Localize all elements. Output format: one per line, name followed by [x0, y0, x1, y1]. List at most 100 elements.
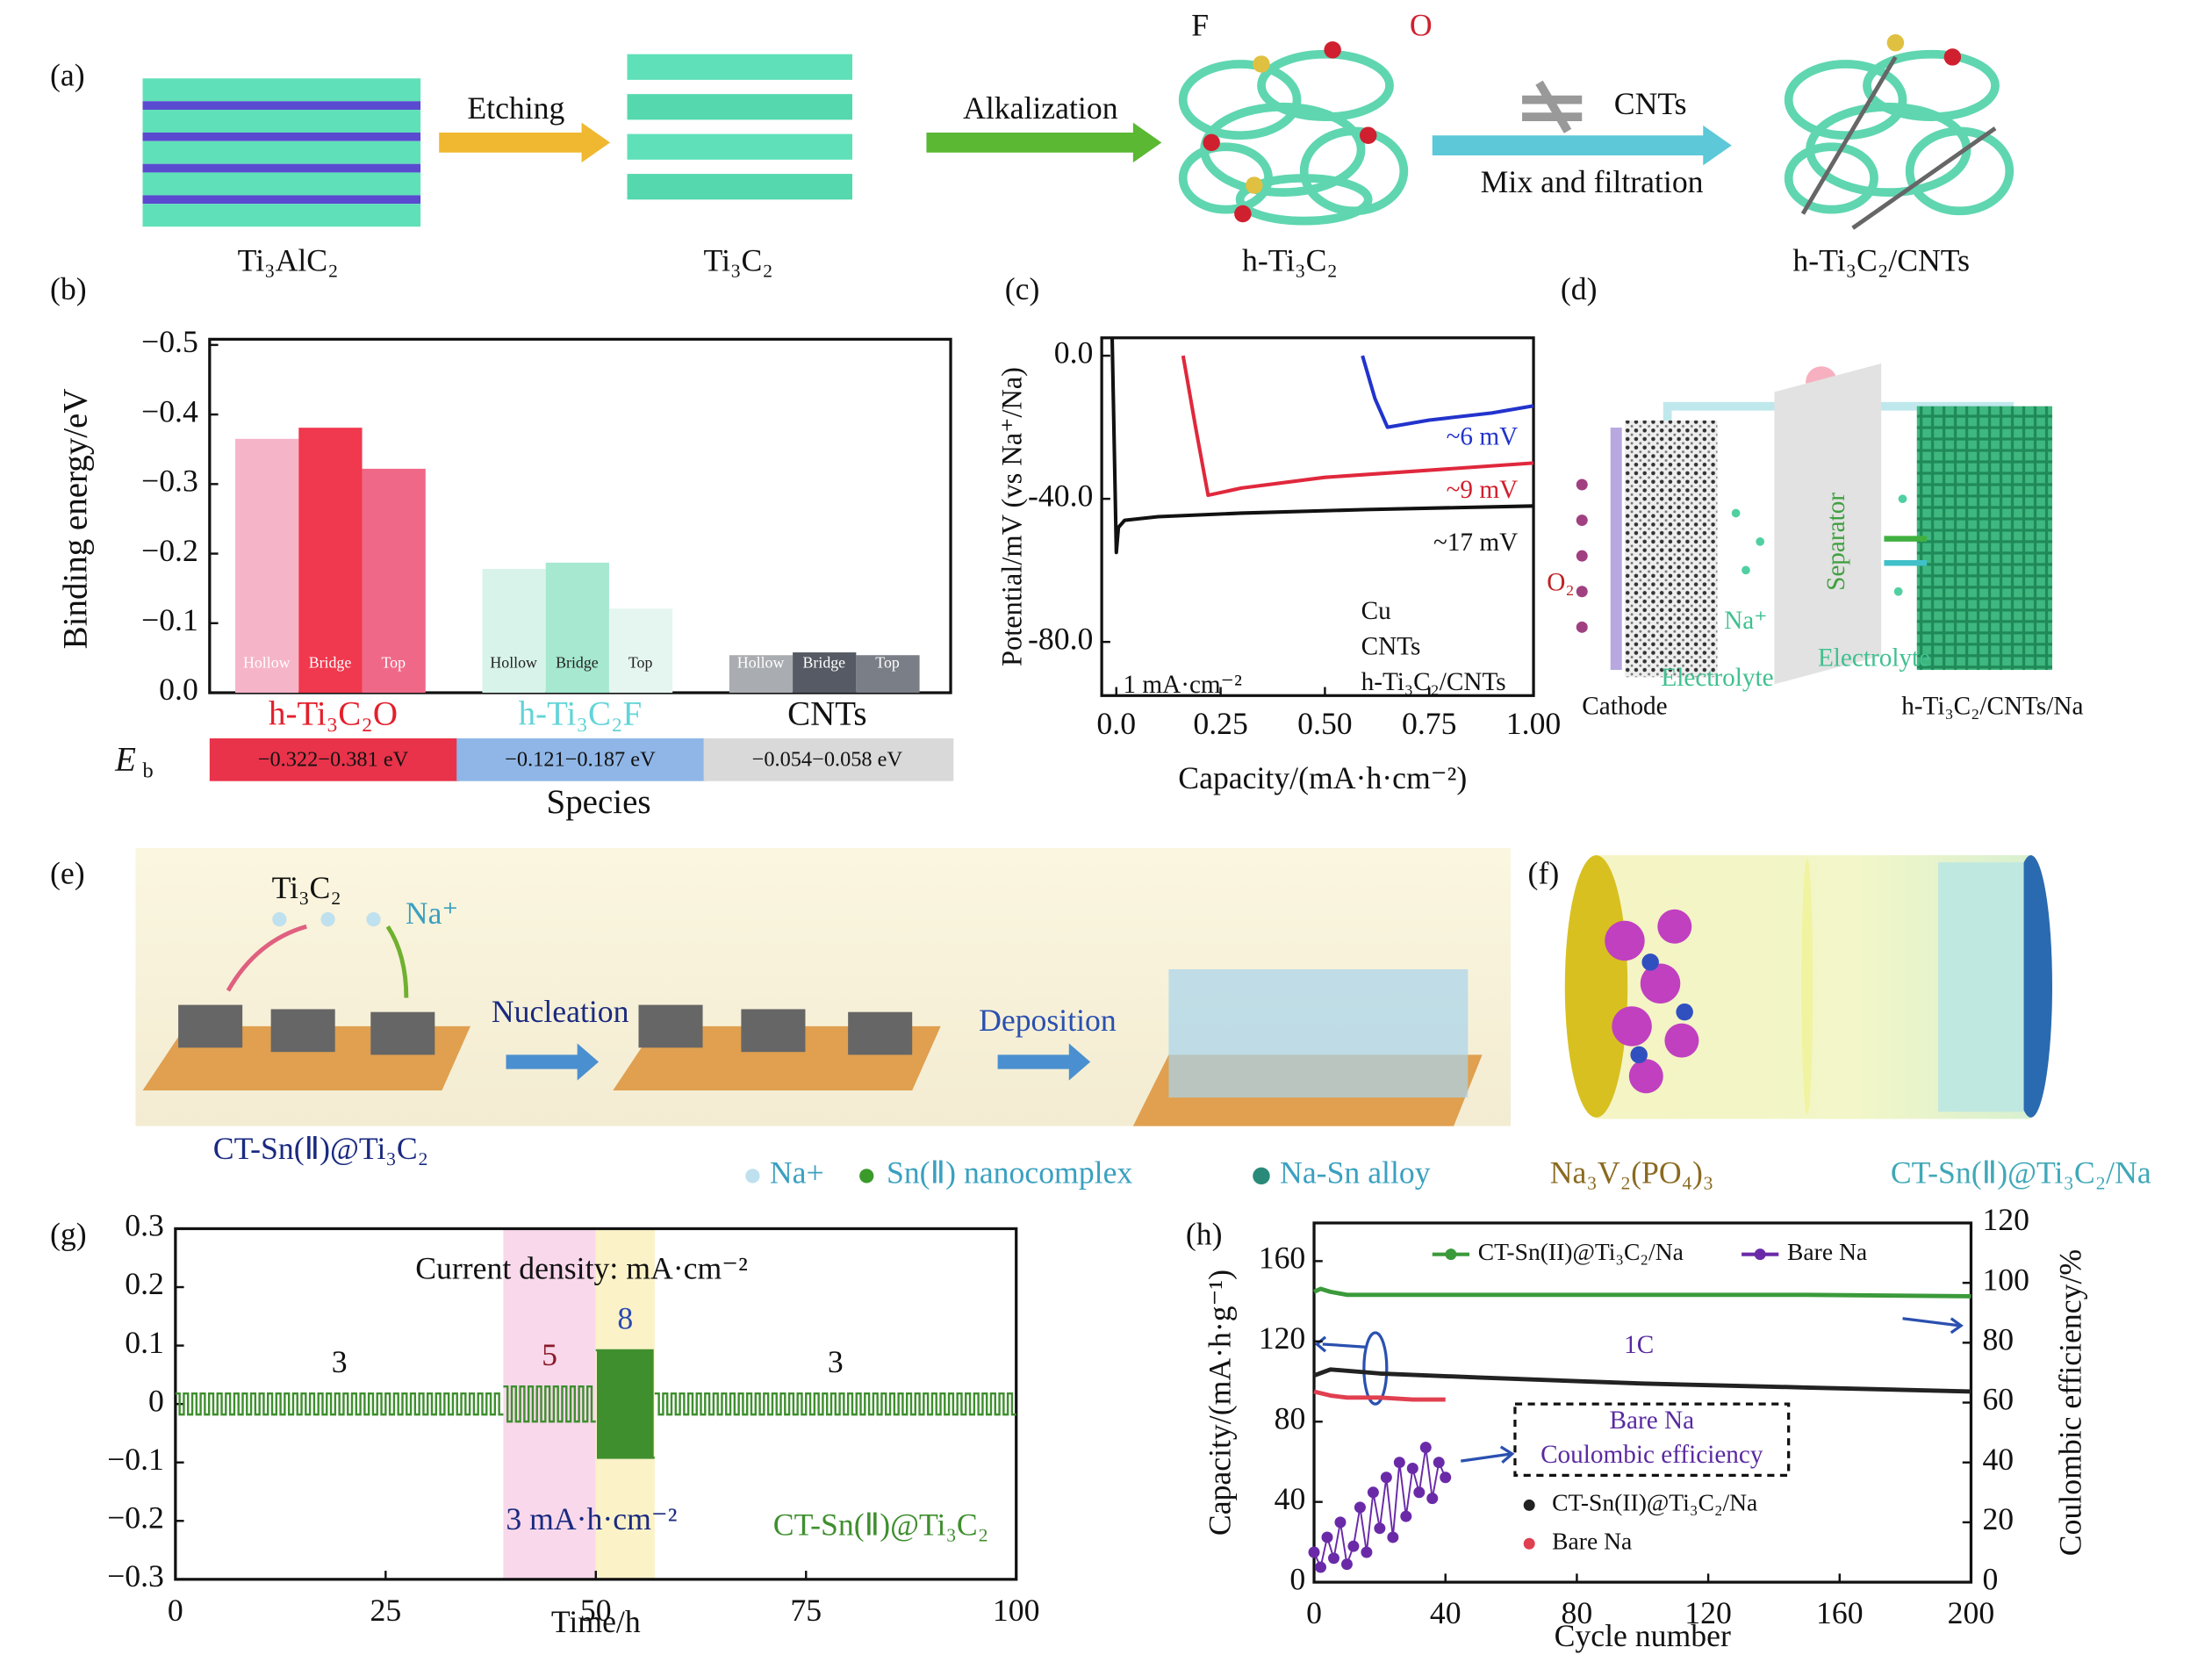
data-point: [1433, 1457, 1445, 1469]
x-axis-label: Capacity/(mA·h·cm⁻²): [1178, 760, 1467, 795]
h-ti3c2-cnts-tangle: [1784, 33, 2014, 230]
data-point: [1413, 1486, 1426, 1499]
panel-label: (e): [50, 856, 85, 891]
annotation: CT-Sn(Ⅱ)@Ti₃C₂: [773, 1507, 988, 1543]
x-tick-label: 0.25: [1193, 706, 1247, 741]
y-axis-label: Capacity/(mA·h·g⁻¹): [1202, 1270, 1237, 1536]
h-ti3c2-tangle: [1178, 41, 1409, 226]
x-tick-label: 40: [1430, 1595, 1462, 1630]
bar: [362, 468, 426, 694]
label: Separator: [1822, 493, 1850, 591]
x-tick-label: 120: [1684, 1595, 1732, 1630]
h-decorations: [1314, 1317, 1964, 1477]
arrow-label: CNTs: [1614, 86, 1687, 121]
data-line: [1181, 355, 1534, 498]
data-line: [1313, 1367, 1971, 1394]
step-label: h-Ti₃C₂: [1242, 243, 1338, 278]
voltage-trace: [595, 1349, 655, 1459]
data-line: [1110, 337, 1534, 555]
y2-tick-label: 0: [1982, 1561, 1998, 1596]
label: Electrolyte: [1818, 644, 1930, 672]
step-label: Ti₃AlC₂: [238, 243, 339, 278]
ti3alc2-layers: [142, 78, 421, 227]
panel-label: (c): [1005, 271, 1040, 306]
eb-cell: [209, 737, 460, 781]
label: Nucleation: [492, 994, 629, 1029]
data-point: [1315, 1561, 1327, 1573]
legend-marker: [1445, 1248, 1457, 1261]
x-tick-label: 50: [580, 1593, 612, 1628]
legend-marker: [1754, 1248, 1766, 1261]
bar: [608, 608, 673, 694]
legend-marker: [1523, 1499, 1535, 1511]
x-tick-label: 0.75: [1402, 706, 1456, 741]
data-point: [1380, 1471, 1392, 1484]
x-tick-label: 0.0: [1096, 706, 1136, 741]
y-tick-label: −0.1: [107, 1442, 164, 1477]
annotation: 1 mA·cm⁻²: [1123, 671, 1242, 699]
segment-label: 8: [617, 1301, 633, 1336]
y-tick-label: 0.1: [125, 1325, 164, 1360]
y-tick-label: 120: [1259, 1320, 1306, 1356]
y-tick-label: −0.3: [141, 464, 198, 499]
data-line: [1313, 1446, 1447, 1569]
x-tick-label: h-Ti₃C₂F: [519, 695, 643, 733]
y2-tick-label: 40: [1982, 1442, 2014, 1477]
legend-label: Na+: [770, 1155, 824, 1191]
y2-tick-label: 20: [1982, 1501, 2014, 1536]
eb-value: −0.121−0.187 eV: [505, 748, 656, 772]
x-tick-label: 200: [1948, 1595, 1995, 1630]
arrow-label: Alkalization: [963, 90, 1118, 126]
legend-label: CNTs: [1361, 632, 1421, 660]
data-point: [1334, 1516, 1347, 1529]
y2-axis-label: Coulombic efficiency/%: [2053, 1249, 2088, 1556]
y-tick-label: -40.0: [1028, 478, 1093, 513]
step-label: h-Ti₃C₂/CNTs: [1792, 243, 1970, 278]
y-tick-label: −0.3: [107, 1558, 164, 1594]
panel-labels: (a) (b) (c) (d) (e) (f) (g) (h): [50, 57, 1598, 1251]
plot-frame: [1312, 1221, 1973, 1584]
data-point: [1367, 1486, 1379, 1499]
data-line: [1313, 1286, 1971, 1299]
bar: [482, 568, 546, 694]
y-tick-label: 80: [1275, 1400, 1306, 1435]
annotation: Coulombic efficiency: [1540, 1441, 1763, 1469]
data-point: [1321, 1531, 1333, 1543]
label: Ti₃C₂: [272, 870, 341, 905]
scheme-f: Na₃V₂(PO₄)₃ CT-Sn(Ⅱ)@Ti₃C₂/Na: [1550, 855, 2151, 1191]
y-tick-label: 0: [148, 1383, 164, 1418]
y-tick-label: 40: [1275, 1481, 1306, 1516]
plot-frame: [1100, 336, 1535, 697]
bar: [793, 652, 857, 694]
y-axis-label: Potential/mV (vs Na⁺/Na): [997, 367, 1029, 666]
eb-subscript: b: [143, 759, 154, 783]
data-line: [1361, 355, 1534, 429]
data-point: [1361, 1546, 1373, 1558]
label: Na₃V₂(PO₄)₃: [1550, 1155, 1714, 1191]
y-tick-label: 0.3: [125, 1208, 164, 1243]
x-tick-label: 1.00: [1506, 706, 1561, 741]
eb-value: −0.322−0.381 eV: [258, 748, 409, 772]
data-point: [1340, 1558, 1353, 1571]
panel-label: (h): [1186, 1216, 1223, 1251]
y-tick-label: −0.4: [141, 393, 198, 428]
panel-label: (a): [50, 57, 85, 92]
label: CT-Sn(Ⅱ)@Ti₃C₂/Na: [1891, 1155, 2151, 1191]
data-point: [1374, 1522, 1386, 1535]
series-label: Bridge: [803, 654, 846, 672]
series-label: Hollow: [737, 654, 785, 672]
x-axis-label: Species: [547, 783, 651, 821]
eb-cell: [456, 737, 707, 781]
series-label: Hollow: [243, 654, 291, 672]
ti3c2-layers: [627, 54, 853, 200]
bar: [235, 438, 299, 694]
legend-label: Bare Na: [1552, 1528, 1632, 1555]
y-axis-label: Binding energy/eV: [56, 389, 94, 650]
label: Electrolyte: [1661, 664, 1773, 692]
eb-value: −0.054−0.058 eV: [752, 748, 903, 772]
series-label: Bridge: [309, 654, 352, 672]
data-point: [1347, 1540, 1360, 1552]
y2-tick-label: 100: [1982, 1262, 2029, 1297]
y2-tick-label: 60: [1982, 1382, 2014, 1417]
